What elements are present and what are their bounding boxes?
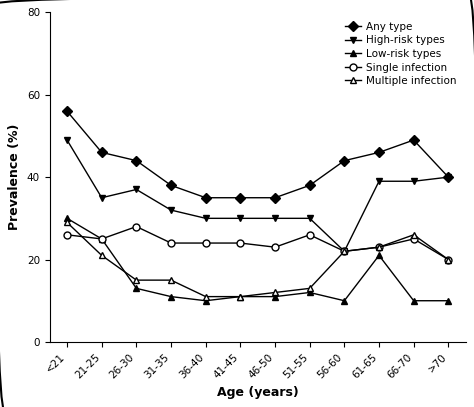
High-risk types xyxy=(99,195,105,200)
Low-risk types xyxy=(307,290,312,295)
Any type xyxy=(203,195,209,200)
Any type xyxy=(237,195,243,200)
Multiple infection xyxy=(411,232,417,237)
High-risk types xyxy=(411,179,417,184)
Single infection xyxy=(134,224,139,229)
High-risk types xyxy=(376,179,382,184)
Single infection xyxy=(341,249,347,254)
Low-risk types xyxy=(376,253,382,258)
Any type xyxy=(307,183,312,188)
High-risk types xyxy=(341,249,347,254)
Any type xyxy=(376,150,382,155)
Multiple infection xyxy=(446,257,451,262)
Low-risk types xyxy=(272,294,278,299)
Any type xyxy=(341,158,347,163)
Single infection xyxy=(376,245,382,249)
Multiple infection xyxy=(99,253,105,258)
High-risk types xyxy=(307,216,312,221)
Low-risk types xyxy=(411,298,417,303)
Line: Low-risk types: Low-risk types xyxy=(64,215,452,304)
Line: High-risk types: High-risk types xyxy=(64,137,452,255)
Multiple infection xyxy=(64,220,70,225)
Multiple infection xyxy=(272,290,278,295)
Y-axis label: Prevalence (%): Prevalence (%) xyxy=(9,124,21,230)
Single infection xyxy=(307,232,312,237)
High-risk types xyxy=(168,208,174,212)
Low-risk types xyxy=(446,298,451,303)
Any type xyxy=(99,150,105,155)
High-risk types xyxy=(237,216,243,221)
Multiple infection xyxy=(203,294,209,299)
Single infection xyxy=(64,232,70,237)
Low-risk types xyxy=(237,294,243,299)
X-axis label: Age (years): Age (years) xyxy=(217,386,299,399)
Low-risk types xyxy=(341,298,347,303)
High-risk types xyxy=(64,138,70,142)
Line: Any type: Any type xyxy=(64,108,452,201)
Multiple infection xyxy=(341,249,347,254)
Multiple infection xyxy=(237,294,243,299)
Multiple infection xyxy=(134,278,139,282)
Single infection xyxy=(168,241,174,245)
Single infection xyxy=(446,257,451,262)
Any type xyxy=(272,195,278,200)
Legend: Any type, High-risk types, Low-risk types, Single infection, Multiple infection: Any type, High-risk types, Low-risk type… xyxy=(341,18,460,90)
Multiple infection xyxy=(307,286,312,291)
Low-risk types xyxy=(203,298,209,303)
Single infection xyxy=(272,245,278,249)
High-risk types xyxy=(272,216,278,221)
Any type xyxy=(411,138,417,142)
Low-risk types xyxy=(64,216,70,221)
Any type xyxy=(446,175,451,179)
Multiple infection xyxy=(376,245,382,249)
Low-risk types xyxy=(134,286,139,291)
Line: Single infection: Single infection xyxy=(64,223,452,263)
Line: Multiple infection: Multiple infection xyxy=(64,219,452,300)
Any type xyxy=(168,183,174,188)
Any type xyxy=(64,109,70,114)
Any type xyxy=(134,158,139,163)
Low-risk types xyxy=(168,294,174,299)
Single infection xyxy=(411,236,417,241)
Multiple infection xyxy=(168,278,174,282)
High-risk types xyxy=(446,175,451,179)
Single infection xyxy=(203,241,209,245)
High-risk types xyxy=(203,216,209,221)
Single infection xyxy=(99,236,105,241)
Single infection xyxy=(237,241,243,245)
High-risk types xyxy=(134,187,139,192)
Low-risk types xyxy=(99,236,105,241)
